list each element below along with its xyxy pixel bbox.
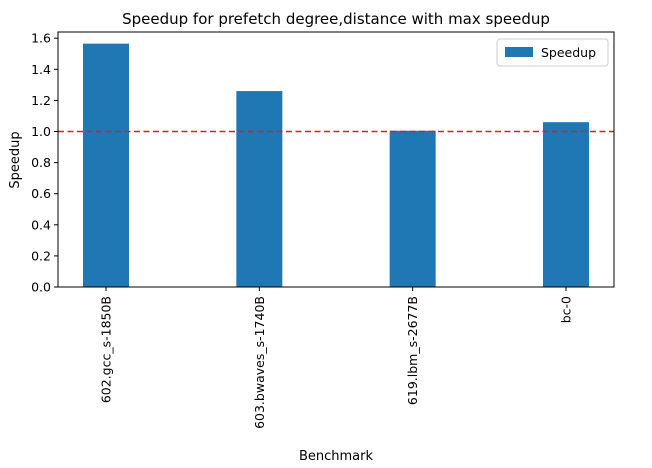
bar [83, 43, 129, 287]
x-tick-label: 619.lbm_s-2677B [405, 296, 420, 405]
y-tick-label: 0.0 [31, 280, 51, 295]
bar [543, 122, 589, 288]
x-tick-label: bc-0 [559, 296, 574, 323]
legend-swatch [505, 47, 533, 57]
y-tick-label: 1.2 [31, 93, 51, 108]
bar [389, 130, 436, 287]
x-axis-label: Benchmark [299, 449, 374, 464]
legend-label: Speedup [541, 45, 596, 60]
x-tick-label: 603.bwaves_s-1740B [252, 296, 267, 429]
plot-area: 0.0 0.2 0.4 0.6 0.8 1.0 1.2 1.4 1.6 602.gcc_s-185… [31, 31, 615, 429]
y-tick-label: 1.0 [31, 124, 51, 139]
chart-title: Speedup for prefetch degree,distance wit… [122, 10, 550, 28]
y-tick-label: 1.6 [31, 31, 51, 46]
plot-frame [57, 31, 615, 288]
legend: Speedup [496, 38, 609, 67]
y-tick-label: 0.6 [31, 186, 51, 201]
x-tick-label: 602.gcc_s-1850B [99, 296, 114, 403]
y-tick-label: 0.8 [31, 155, 51, 170]
y-tick-label: 0.2 [31, 248, 51, 263]
legend-box [496, 38, 609, 67]
bar [236, 91, 283, 288]
y-tick-label: 0.4 [31, 217, 51, 232]
y-tick-label: 1.4 [31, 62, 51, 77]
y-axis-label: Speedup [8, 131, 23, 188]
